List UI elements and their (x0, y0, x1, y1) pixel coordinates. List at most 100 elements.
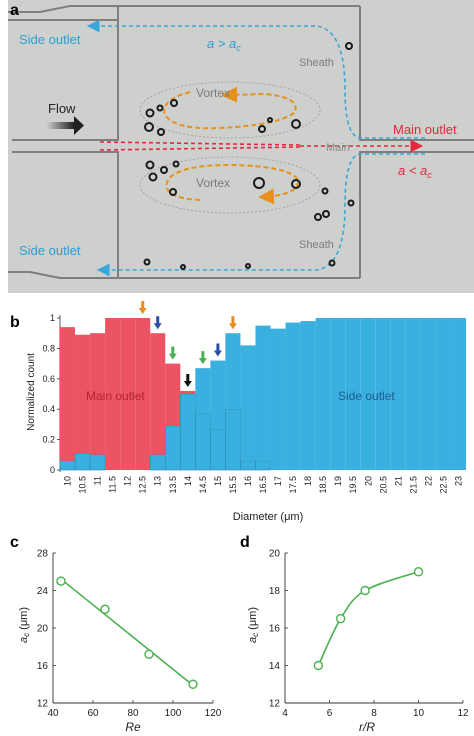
c-data-point (56, 576, 66, 586)
b-bar-side-15.5 (225, 333, 241, 410)
b-bar-side-17 (270, 328, 286, 470)
c-x-tick-label: 120 (205, 708, 222, 719)
b-marker-arrow-14 (183, 373, 192, 387)
b-bar-side-15 (210, 428, 226, 471)
side-outlet-label-top: Side outlet (19, 32, 81, 47)
c-axes: 40 60 80 100 120 12 16 20 24 28 (37, 549, 222, 720)
side-path-bottom (96, 153, 425, 277)
c-y-tick-label: 24 (37, 586, 49, 597)
b-bar-main-11 (90, 333, 106, 455)
d-x-tick-label: 10 (413, 708, 425, 719)
b-bar-side-15.5 (225, 408, 241, 471)
b-bar-side-11 (89, 454, 106, 471)
b-marker-arrow-13.5 (168, 346, 177, 360)
b-bar-side-16.5 (255, 460, 271, 471)
b-x-tick-label: 14 (183, 476, 193, 486)
b-markers (138, 301, 237, 387)
b-bar-main-13.5 (165, 363, 181, 426)
vortex-label-bottom: Vortex (196, 176, 230, 190)
b-x-tick-label: 17 (273, 476, 283, 486)
b-bar-side-13.5 (164, 425, 181, 471)
d-y-tick-label: 14 (269, 661, 281, 672)
b-x-tick-label: 23 (453, 476, 463, 486)
main-path (99, 141, 301, 151)
b-bar-side-13 (149, 454, 166, 471)
b-x-tick-label: 16 (243, 476, 253, 486)
c-x-axis-label: Re (125, 720, 141, 734)
a-less-label: a < ac (398, 163, 432, 180)
d-x-tick-label: 4 (282, 708, 288, 719)
vortex-label-top: Vortex (196, 86, 230, 100)
d-x-axis-label: r/R (359, 720, 375, 734)
b-bar-side-14.5 (195, 413, 211, 471)
c-y-tick-label: 12 (37, 699, 49, 710)
panel-letter-b: b (10, 314, 20, 331)
b-x-tick-label: 17.5 (288, 476, 298, 494)
d-x-tick-label: 8 (371, 708, 377, 719)
b-x-axis-label: Diameter (μm) (233, 511, 304, 523)
flow-label: Flow (48, 101, 76, 116)
d-data-point (360, 585, 370, 596)
b-marker-arrow-12.5 (138, 301, 147, 314)
b-x-tick-label: 22 (423, 476, 433, 486)
d-fit-line (317, 570, 419, 666)
b-y-tick-label: 1 (50, 313, 55, 323)
b-y-tick-label: 0.2 (42, 435, 55, 445)
b-bar-main-14 (180, 390, 196, 394)
b-bar-side-10.5 (74, 452, 91, 471)
panel-b-histogram: b 0 0.2 0.4 0.6 0.8 1 10 10.5 11 11.5 12 12.5 13 13.… (10, 301, 466, 523)
b-bar-side-16 (240, 345, 256, 461)
b-x-tick-label: 15.5 (228, 476, 238, 494)
panel-c-scatter: c 40 60 80 100 120 12 16 20 24 28 ac (μm) Re (10, 534, 222, 734)
b-x-tick-label: 11 (93, 476, 103, 485)
b-marker-arrow-14.5 (198, 351, 207, 365)
panel-a-microscopy: a Side outlet Side outlet a > ac a < ac … (8, 0, 474, 293)
b-x-tick-label: 18.5 (318, 476, 328, 494)
panel-letter-c: c (10, 534, 19, 551)
flow-arrow-body (46, 122, 74, 129)
d-y-tick-label: 20 (269, 549, 281, 560)
b-x-tick-label: 15 (213, 476, 223, 486)
b-y-tick-label: 0.8 (42, 343, 55, 353)
b-bar-side-14.5 (195, 368, 211, 414)
b-x-tick-label: 19 (333, 476, 343, 486)
d-y-tick-label: 18 (269, 586, 281, 597)
d-x-tick-label: 6 (327, 708, 333, 719)
a-greater-label: a > ac (207, 36, 241, 53)
c-y-tick-label: 16 (37, 661, 49, 672)
micrograph-background (8, 0, 474, 293)
b-x-tick-label: 20.5 (378, 476, 388, 494)
c-data-point (100, 604, 110, 614)
vortex-region-bottom (139, 156, 321, 214)
b-x-tick-label: 16.5 (258, 476, 268, 494)
c-plot (56, 576, 198, 689)
b-x-tick-label: 14.5 (198, 476, 208, 494)
d-y-tick-label: 16 (269, 624, 281, 635)
panel-letter-a: a (10, 2, 19, 19)
c-fit-line (60, 578, 194, 686)
d-data-point (413, 567, 424, 577)
b-bar-side-17.5 (285, 322, 301, 470)
side-outlet-label-bottom: Side outlet (19, 243, 81, 258)
b-bar-side-18.5 (315, 318, 331, 470)
b-x-tick-label: 12.5 (138, 476, 148, 494)
b-y-ticks: 0 0.2 0.4 0.6 0.8 1 (42, 313, 60, 475)
vortex-arrow-top (163, 86, 297, 130)
b-x-tick-label: 10 (63, 476, 73, 486)
b-x-ticks: 10 10.5 11 11.5 12 12.5 13 13.5 14 14.5 15 15.5 16 16… (63, 476, 464, 494)
b-bar-side-20 (360, 318, 376, 470)
panel-letter-d: d (240, 534, 250, 551)
b-bar-side-16 (240, 460, 256, 471)
c-x-tick-label: 100 (165, 708, 182, 719)
panel-d-scatter: d 4 6 8 10 12 12 14 16 18 20 ac (μm) r/R (240, 534, 469, 734)
b-bar-side-21.5 (405, 318, 421, 470)
b-x-tick-label: 22.5 (438, 476, 448, 494)
b-bar-main-10.5 (75, 334, 91, 454)
c-x-tick-label: 40 (47, 708, 59, 719)
d-plot (313, 567, 424, 671)
particles (143, 42, 355, 270)
b-bar-side-21 (390, 318, 406, 470)
b-main-outlet-label: Main outlet (86, 389, 145, 403)
d-data-point (335, 613, 346, 624)
